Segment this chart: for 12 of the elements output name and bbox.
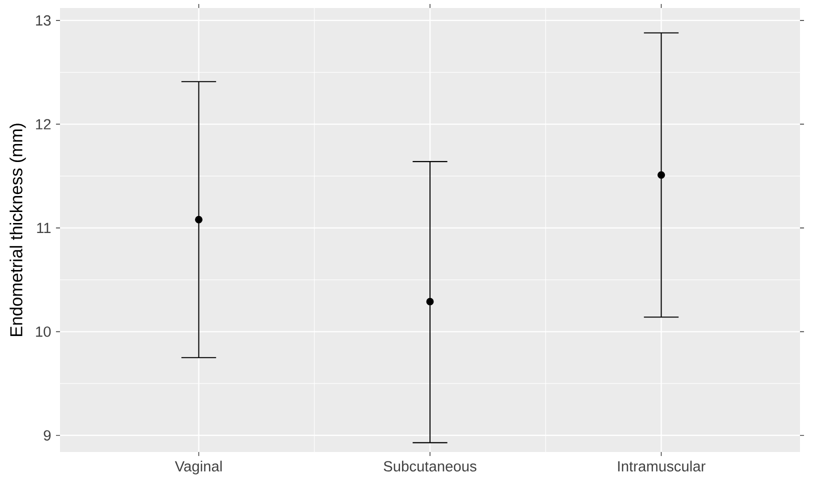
y-tick-label: 13 bbox=[36, 15, 51, 26]
point bbox=[426, 298, 434, 306]
y-tick-label: 11 bbox=[37, 222, 51, 233]
y-tick-label: 9 bbox=[44, 430, 51, 441]
point bbox=[195, 216, 202, 224]
point bbox=[658, 171, 665, 179]
y-tick-label: 10 bbox=[36, 326, 51, 337]
y-axis-title: Endometrial thickness (mm) bbox=[10, 124, 26, 336]
x-tick-label: Vaginal bbox=[174, 460, 222, 474]
y-tick-label: 12 bbox=[36, 119, 51, 130]
x-tick-label: Intramuscular bbox=[618, 460, 706, 472]
x-tick-label: Subcutaneous bbox=[384, 460, 476, 472]
